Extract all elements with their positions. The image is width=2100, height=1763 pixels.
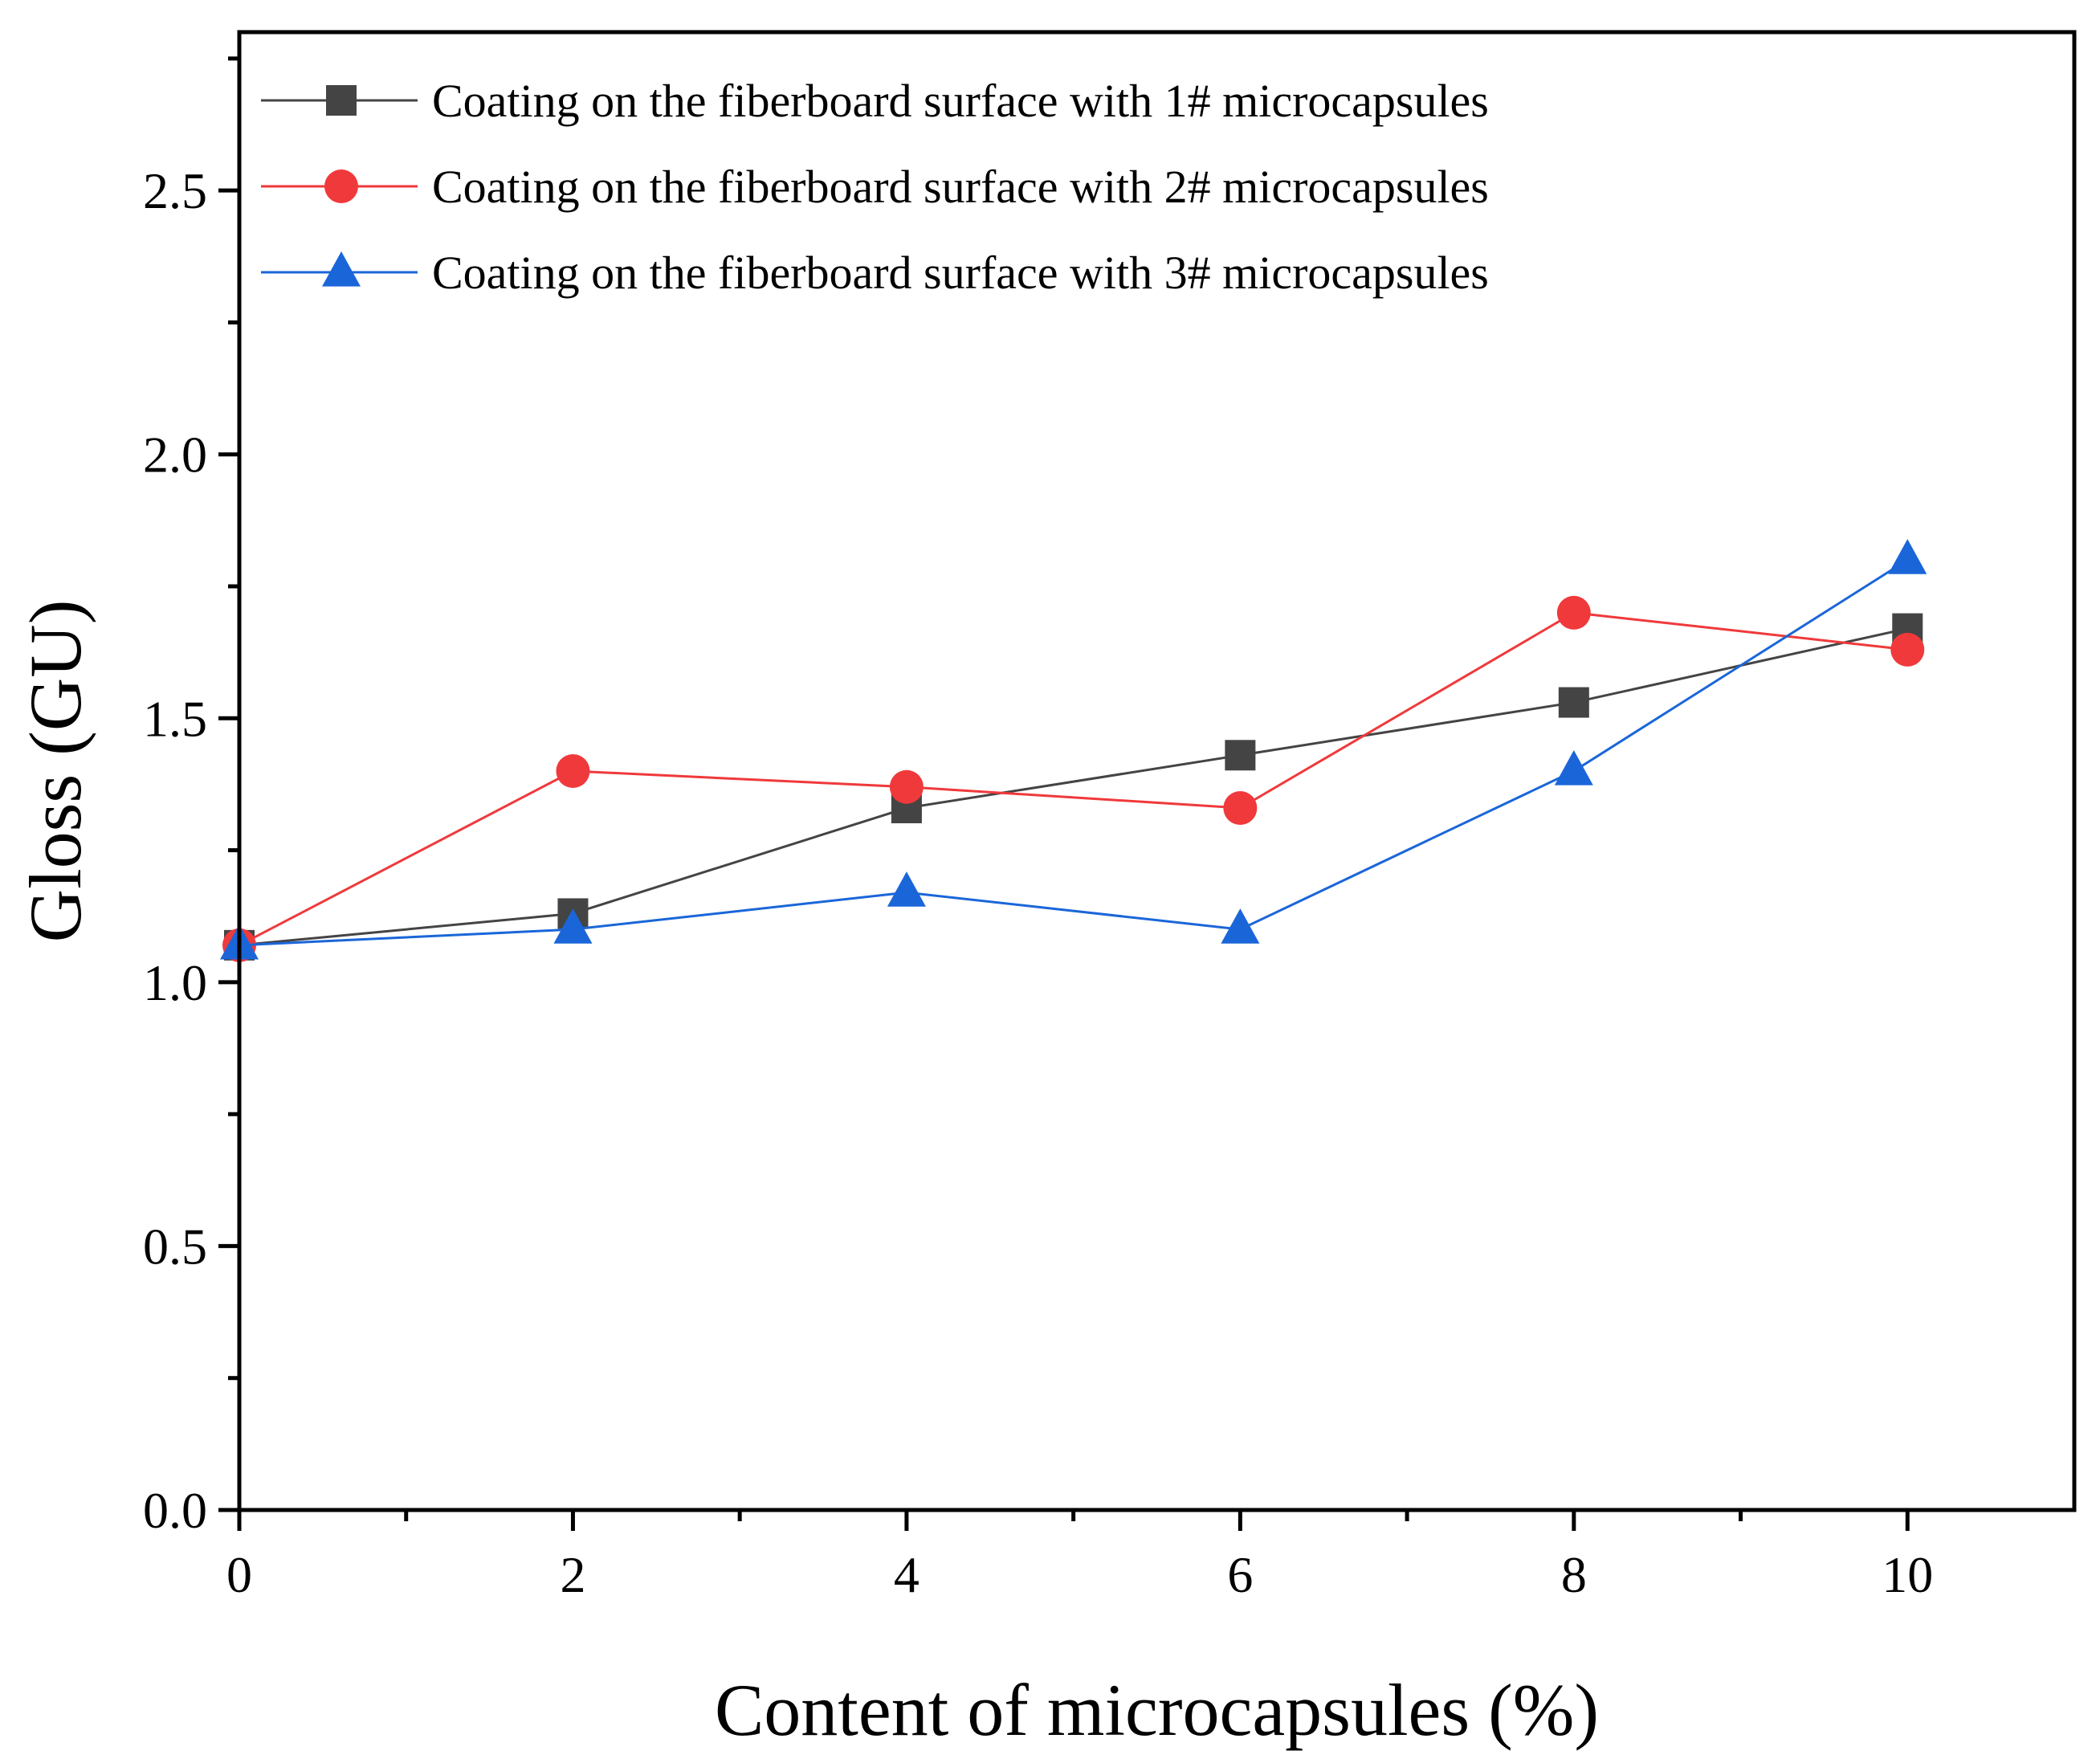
- series-1-point: [1225, 740, 1256, 771]
- legend: Coating on the fiberboard surface with 1…: [261, 75, 1489, 299]
- x-tick-label: 4: [894, 1546, 920, 1603]
- y-tick-label: 1.0: [143, 954, 207, 1011]
- x-tick-label: 0: [226, 1546, 252, 1603]
- x-axis-title: Content of microcapsules (%): [715, 1669, 1599, 1751]
- series-3-point: [1221, 908, 1260, 944]
- legend-marker: [322, 251, 361, 287]
- y-tick-label: 1.5: [143, 690, 207, 747]
- series-2-point: [556, 754, 590, 788]
- ticks-layer: 0 2 4 6 8 10 0.0 0.5 1.0 1.5 2.0 2.5: [143, 56, 1933, 1603]
- legend-item-3: Coating on the fiberboard surface with 3…: [261, 247, 1489, 299]
- legend-item-1: Coating on the fiberboard surface with 1…: [261, 75, 1489, 127]
- series-1-point: [1558, 687, 1589, 718]
- y-tick-label: 2.5: [143, 162, 207, 219]
- y-tick-label: 2.0: [143, 426, 207, 484]
- series-2-line: [239, 611, 1908, 947]
- legend-label: Coating on the fiberboard surface with 1…: [432, 75, 1489, 127]
- y-tick-label: 0.0: [143, 1482, 207, 1539]
- series-3-line: [239, 558, 1909, 947]
- series-2-point: [889, 769, 924, 804]
- series-2-point: [1223, 791, 1258, 825]
- y-tick-label: 0.5: [143, 1218, 207, 1275]
- series-3-point: [553, 908, 593, 944]
- x-tick-label: 2: [560, 1546, 585, 1603]
- legend-label: Coating on the fiberboard surface with 3…: [432, 247, 1489, 299]
- legend-marker: [326, 85, 357, 116]
- series-3-point: [1554, 749, 1593, 786]
- x-tick-label: 8: [1561, 1546, 1587, 1603]
- series-2-point: [1556, 595, 1591, 630]
- y-axis-title: Gloss (GU): [14, 600, 96, 943]
- series-2-point: [1890, 632, 1925, 667]
- series-1-line: [239, 627, 1908, 947]
- plot-frame: [237, 30, 2077, 1512]
- legend-marker: [324, 169, 358, 203]
- series-3-point: [887, 871, 926, 907]
- series-3-point: [1888, 539, 1927, 574]
- x-tick-label: 10: [1882, 1546, 1933, 1603]
- legend-label: Coating on the fiberboard surface with 2…: [432, 161, 1489, 213]
- series-3: [220, 539, 1927, 960]
- x-tick-label: 6: [1227, 1546, 1253, 1603]
- legend-item-2: Coating on the fiberboard surface with 2…: [261, 161, 1489, 213]
